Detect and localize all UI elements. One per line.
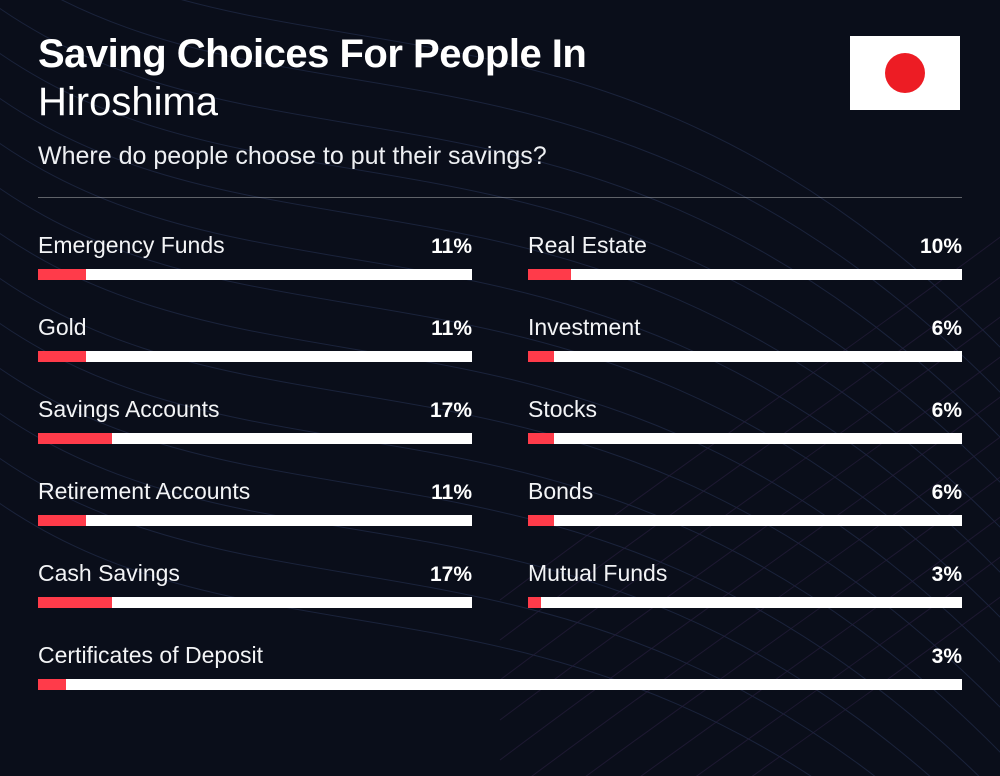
bar-item-head: Mutual Funds 3% [528, 560, 962, 587]
page-title-line1: Saving Choices For People In [38, 32, 850, 76]
bar-label: Mutual Funds [528, 560, 667, 587]
bar-fill [38, 597, 112, 608]
title-block: Saving Choices For People In Hiroshima W… [38, 32, 850, 171]
header-row: Saving Choices For People In Hiroshima W… [38, 32, 962, 171]
bar-percentage: 6% [932, 481, 962, 505]
content-container: Saving Choices For People In Hiroshima W… [0, 0, 1000, 690]
bar-label: Investment [528, 314, 641, 341]
bar-fill [528, 269, 571, 280]
page-subtitle: Where do people choose to put their savi… [38, 142, 850, 171]
bar-fill [38, 679, 66, 690]
flag-dot-icon [885, 53, 925, 93]
bar-label: Stocks [528, 396, 597, 423]
bar-label: Retirement Accounts [38, 478, 250, 505]
bar-item-head: Savings Accounts 17% [38, 396, 472, 423]
bar-track [38, 269, 472, 280]
bar-item: Bonds 6% [528, 478, 962, 526]
bar-label: Gold [38, 314, 87, 341]
bar-track [38, 515, 472, 526]
bar-fill [528, 515, 554, 526]
bar-item: Stocks 6% [528, 396, 962, 444]
bar-track [528, 269, 962, 280]
bar-track [528, 515, 962, 526]
bar-track [38, 351, 472, 362]
bar-track [38, 597, 472, 608]
bar-item: Real Estate 10% [528, 232, 962, 280]
bar-label: Certificates of Deposit [38, 642, 263, 669]
bar-item: Certificates of Deposit 3% [38, 642, 962, 690]
bar-fill [38, 351, 86, 362]
bar-track [38, 433, 472, 444]
bars-grid: Emergency Funds 11% Real Estate 10% Gold 11% I… [38, 232, 962, 690]
bar-percentage: 10% [920, 235, 962, 259]
bar-percentage: 17% [430, 399, 472, 423]
header-divider [38, 197, 962, 198]
bar-percentage: 3% [932, 563, 962, 587]
bar-track [528, 433, 962, 444]
bar-item: Investment 6% [528, 314, 962, 362]
bar-label: Savings Accounts [38, 396, 220, 423]
bar-track [528, 351, 962, 362]
bar-percentage: 11% [431, 317, 472, 341]
bar-percentage: 3% [932, 645, 962, 669]
bar-percentage: 6% [932, 317, 962, 341]
bar-label: Real Estate [528, 232, 647, 259]
bar-item: Emergency Funds 11% [38, 232, 472, 280]
bar-item: Retirement Accounts 11% [38, 478, 472, 526]
bar-item-head: Investment 6% [528, 314, 962, 341]
bar-item: Mutual Funds 3% [528, 560, 962, 608]
bar-label: Cash Savings [38, 560, 180, 587]
bar-percentage: 17% [430, 563, 472, 587]
bar-item-head: Emergency Funds 11% [38, 232, 472, 259]
bar-fill [528, 433, 554, 444]
bar-item-head: Cash Savings 17% [38, 560, 472, 587]
bar-item-head: Real Estate 10% [528, 232, 962, 259]
bar-item-head: Stocks 6% [528, 396, 962, 423]
bar-item: Cash Savings 17% [38, 560, 472, 608]
bar-percentage: 11% [431, 481, 472, 505]
bar-item: Savings Accounts 17% [38, 396, 472, 444]
bar-fill [38, 433, 112, 444]
bar-item-head: Retirement Accounts 11% [38, 478, 472, 505]
bar-item-head: Certificates of Deposit 3% [38, 642, 962, 669]
bar-item: Gold 11% [38, 314, 472, 362]
page-title-line2: Hiroshima [38, 78, 850, 126]
bar-fill [528, 597, 541, 608]
bar-fill [528, 351, 554, 362]
bar-fill [38, 269, 86, 280]
flag-japan [850, 36, 960, 110]
bar-item-head: Bonds 6% [528, 478, 962, 505]
bar-track [38, 679, 962, 690]
bar-item-head: Gold 11% [38, 314, 472, 341]
bar-label: Emergency Funds [38, 232, 225, 259]
bar-percentage: 11% [431, 235, 472, 259]
bar-percentage: 6% [932, 399, 962, 423]
bar-label: Bonds [528, 478, 593, 505]
bar-fill [38, 515, 86, 526]
bar-track [528, 597, 962, 608]
